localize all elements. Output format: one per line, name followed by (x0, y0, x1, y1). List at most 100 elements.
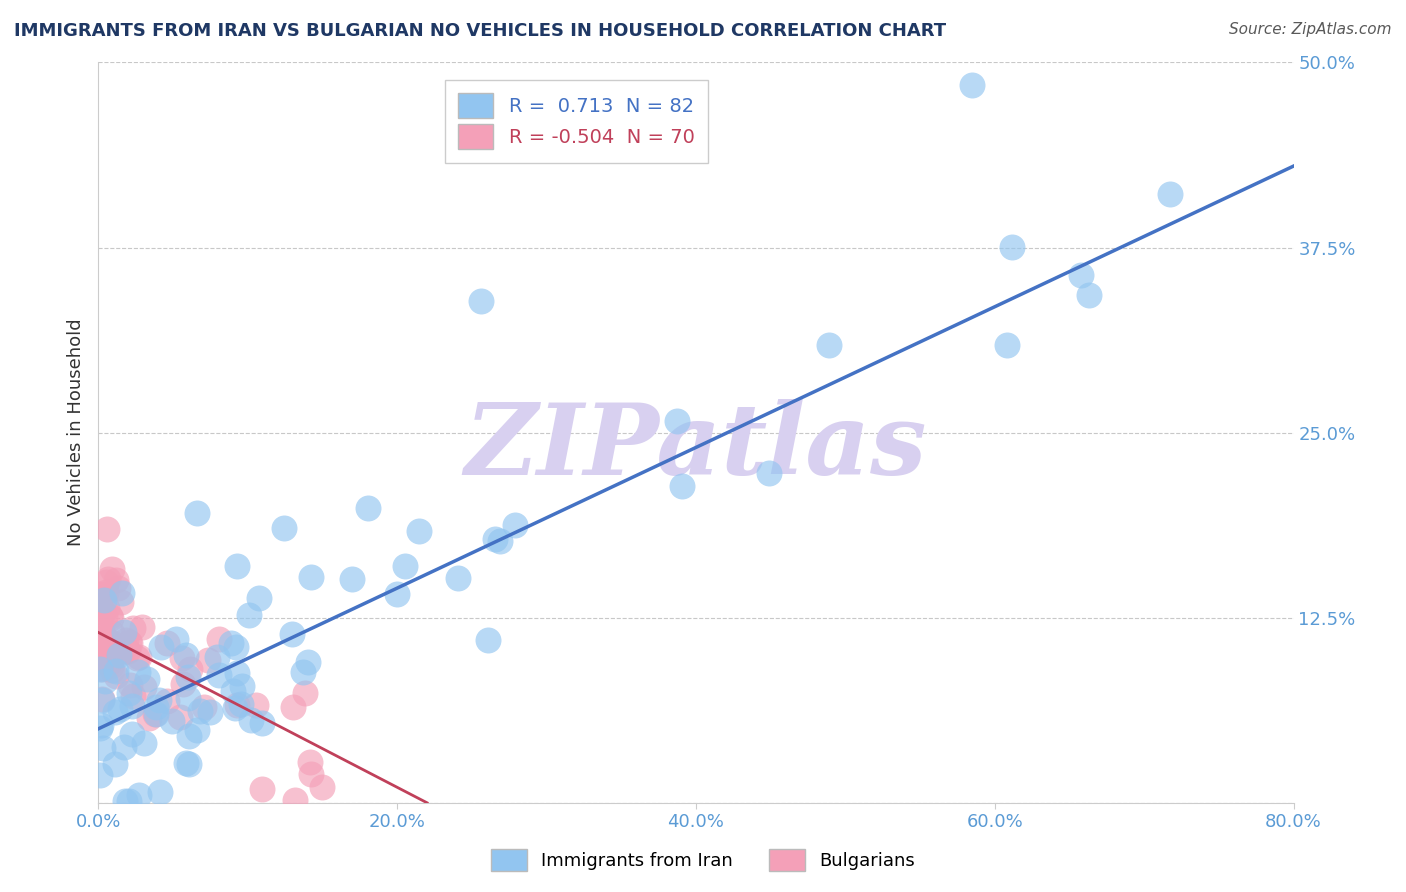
Point (219, 636, 242, 650)
Point (340, 572, 363, 586)
Point (225, 640, 247, 655)
Text: Source: ZipAtlas.com: Source: ZipAtlas.com (1229, 22, 1392, 37)
Point (90, 691, 112, 706)
Point (112, 639, 135, 653)
Point (229, 698, 252, 712)
Point (818, 338, 841, 352)
Point (117, 686, 139, 700)
Point (671, 479, 693, 493)
Point (117, 644, 139, 658)
Point (239, 714, 262, 728)
Point (177, 729, 200, 743)
Point (97, 657, 120, 671)
Point (284, 793, 307, 807)
Point (1001, 240, 1024, 254)
Point (208, 668, 231, 682)
Point (127, 650, 149, 665)
Point (100, 562, 122, 576)
Point (118, 678, 141, 692)
Legend: Immigrants from Iran, Bulgarians: Immigrants from Iran, Bulgarians (484, 842, 922, 879)
Point (90, 717, 112, 731)
Point (127, 665, 149, 679)
Point (96, 601, 118, 615)
Point (170, 650, 193, 665)
Point (89, 604, 111, 618)
Y-axis label: No Vehicles in Household: No Vehicles in Household (66, 318, 84, 547)
Point (172, 677, 194, 691)
Point (291, 665, 314, 679)
Point (273, 521, 295, 535)
Point (131, 619, 153, 633)
Point (89, 663, 111, 677)
Point (177, 691, 200, 706)
Point (90, 624, 112, 638)
Point (208, 632, 231, 647)
Point (118, 634, 141, 648)
Point (104, 756, 127, 771)
Point (98, 609, 121, 624)
Point (112, 624, 135, 639)
Point (225, 698, 247, 713)
Point (90, 588, 112, 602)
Point (89, 587, 111, 601)
Point (1070, 268, 1092, 282)
Point (96, 574, 118, 589)
Point (997, 338, 1019, 352)
Point (145, 700, 167, 714)
Point (128, 789, 150, 803)
Point (110, 594, 132, 608)
Point (104, 664, 127, 678)
Legend: R =  0.713  N = 82, R = -0.504  N = 70: R = 0.713 N = 82, R = -0.504 N = 70 (444, 79, 709, 162)
Point (1078, 288, 1101, 302)
Point (197, 653, 219, 667)
Point (94, 585, 117, 599)
Point (150, 640, 173, 655)
Point (148, 693, 170, 707)
Point (94, 633, 117, 648)
Point (104, 705, 127, 719)
Point (477, 632, 499, 647)
Point (114, 794, 136, 808)
Point (96, 632, 118, 647)
Point (138, 711, 160, 725)
Point (96, 642, 118, 657)
Point (394, 559, 416, 574)
Point (470, 293, 492, 308)
Point (89, 591, 111, 605)
Point (101, 626, 124, 640)
Point (91, 740, 114, 755)
Point (89, 768, 111, 782)
Point (238, 607, 260, 622)
Point (222, 684, 245, 698)
Point (100, 663, 122, 677)
Point (121, 727, 143, 741)
Point (98, 650, 121, 665)
Point (177, 670, 200, 684)
Point (179, 662, 201, 676)
Point (122, 621, 145, 635)
Point (90, 693, 112, 707)
Point (231, 679, 253, 693)
Point (100, 635, 122, 649)
Point (247, 591, 270, 605)
Point (281, 627, 304, 641)
Point (128, 650, 150, 665)
Point (174, 756, 197, 770)
Point (114, 632, 136, 647)
Point (226, 558, 249, 573)
Point (484, 532, 506, 546)
Point (104, 573, 127, 587)
Point (111, 585, 134, 599)
Point (250, 716, 273, 731)
Point (100, 611, 122, 625)
Point (224, 701, 246, 715)
Point (94, 673, 117, 688)
Point (156, 693, 179, 707)
Point (93, 610, 115, 624)
Point (186, 723, 208, 737)
Point (299, 570, 322, 584)
Point (1159, 186, 1181, 201)
Point (110, 645, 132, 659)
Point (107, 581, 129, 595)
Point (91, 661, 114, 675)
